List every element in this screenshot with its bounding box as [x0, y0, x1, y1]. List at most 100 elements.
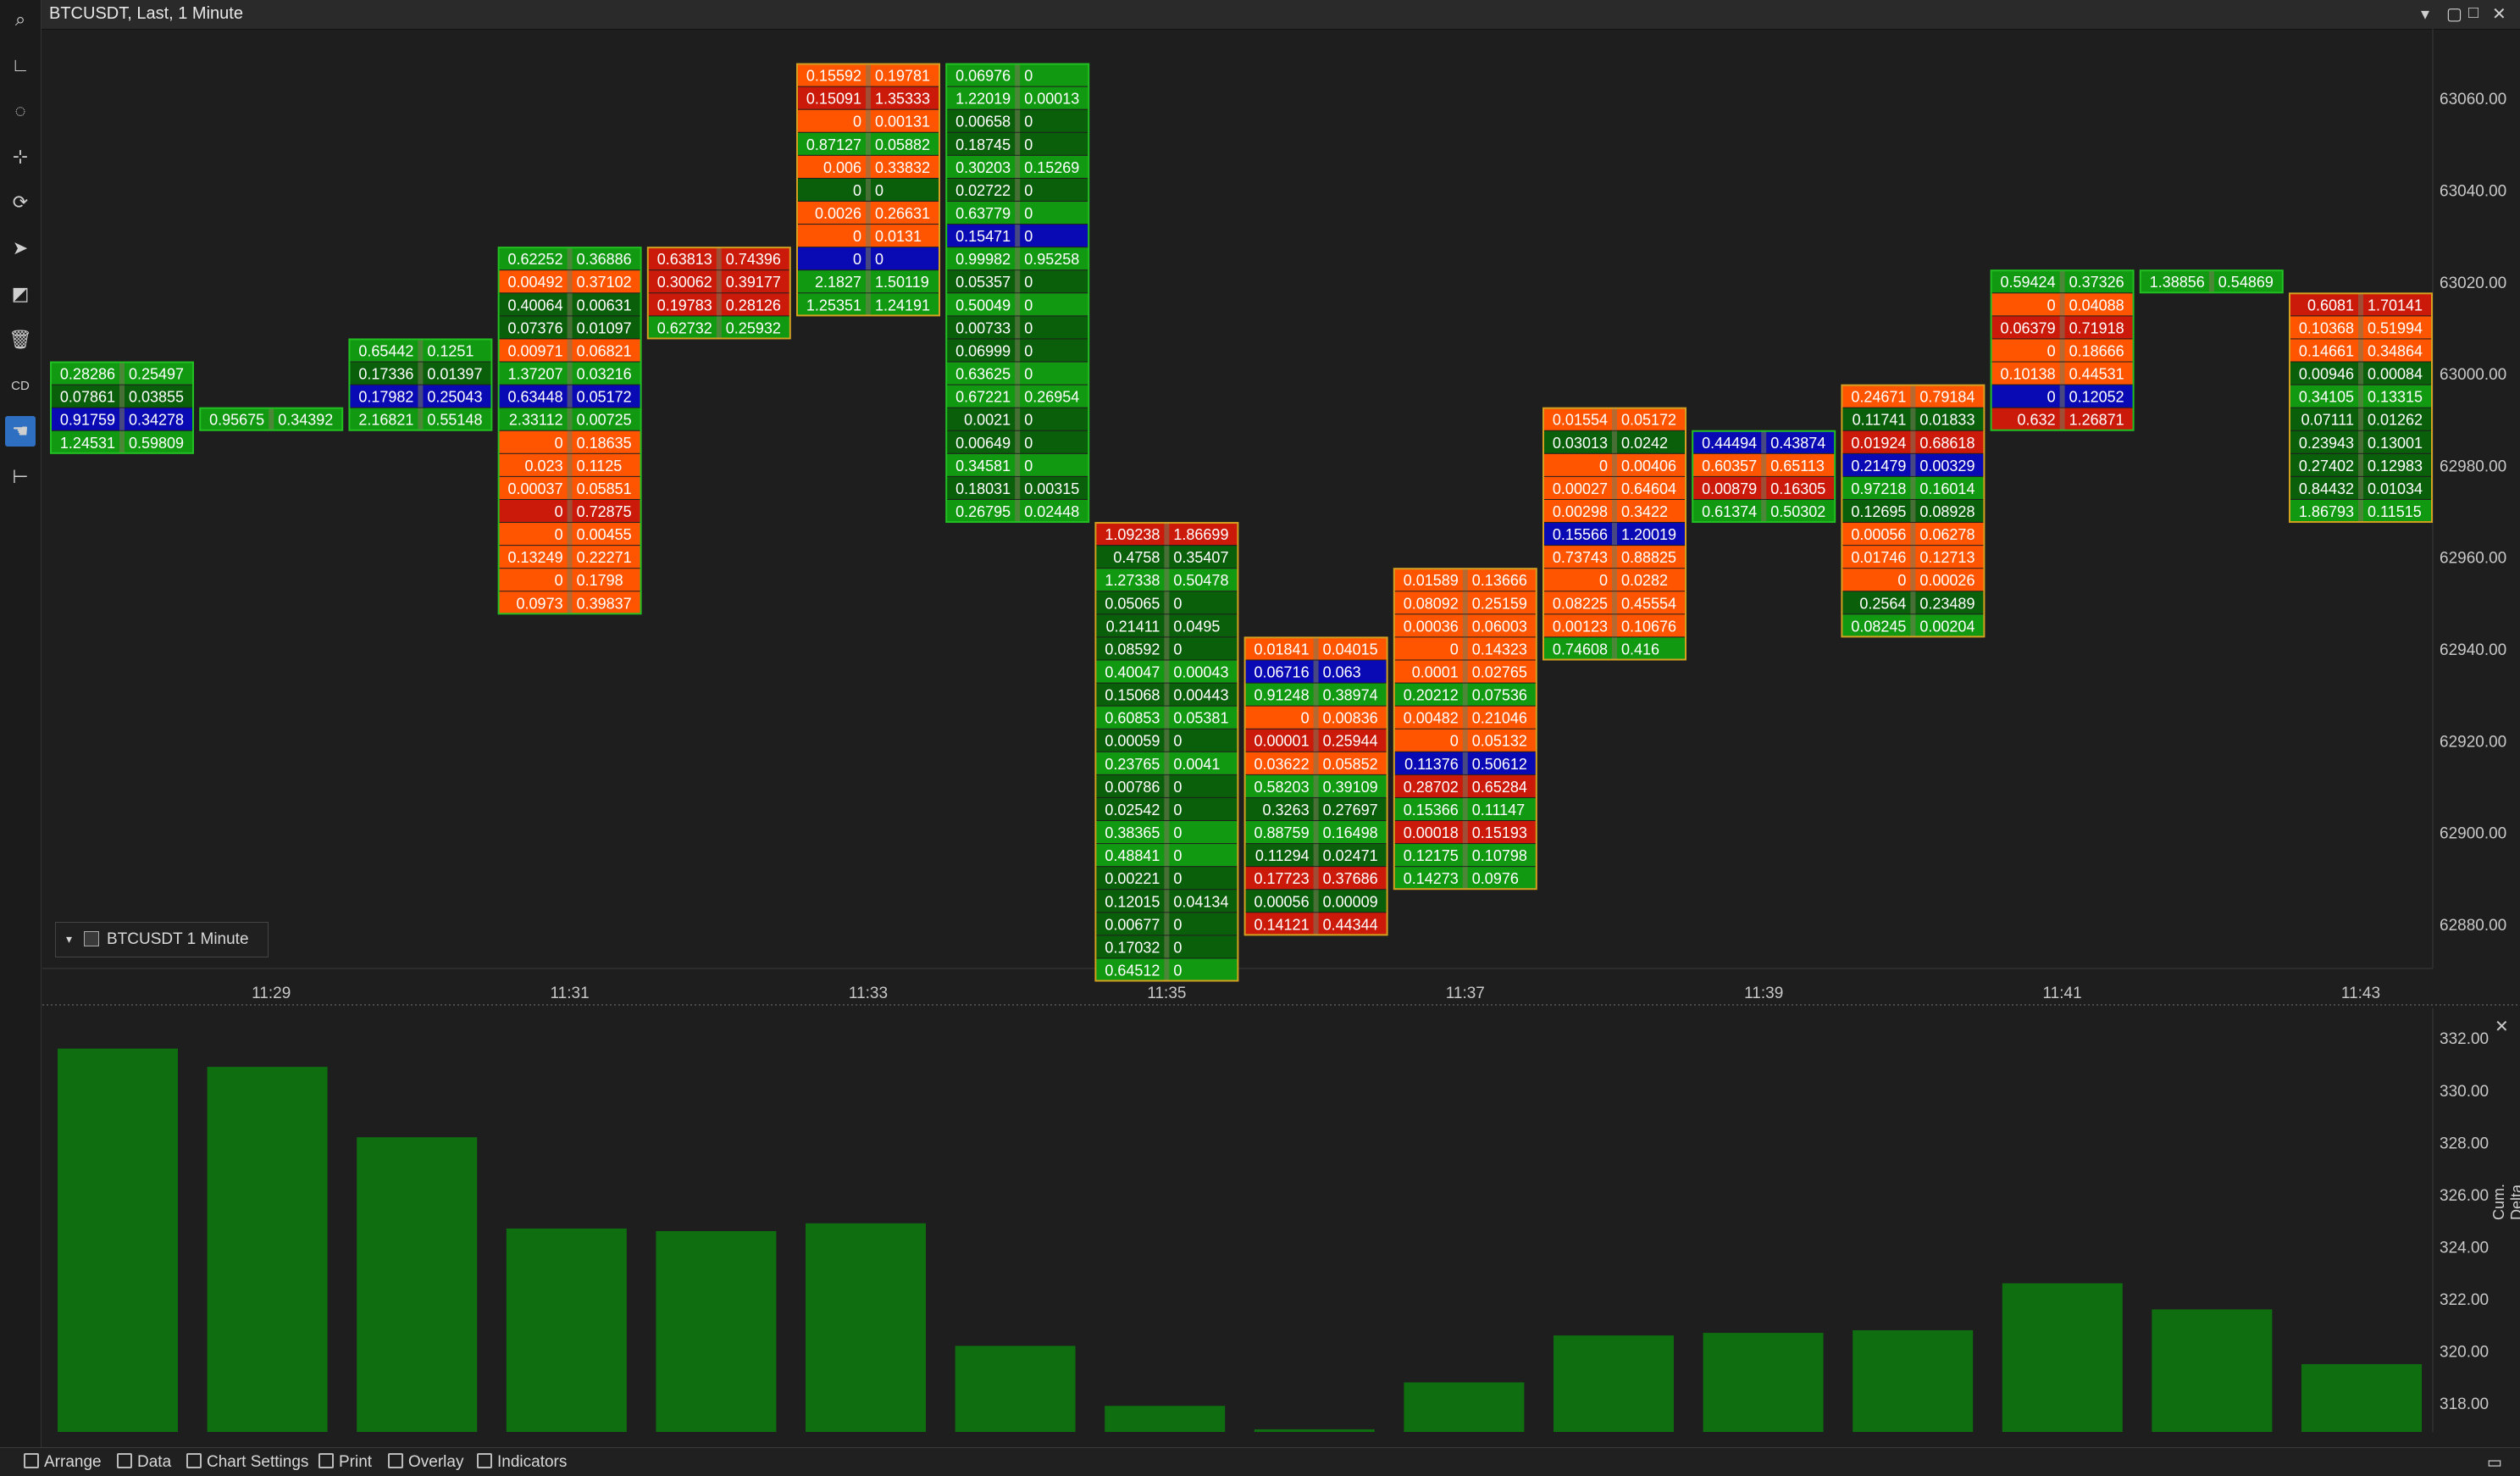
footprint-candle[interactable]: 1.09238 1.86699 0.4758 0.35407 1.27338 0.5047… [1094, 522, 1239, 982]
cell-divider [2358, 385, 2363, 408]
footprint-candle[interactable]: 0.01554 0.05172 0.03013 0.0242 0 0.00406 0.000… [1542, 407, 1686, 661]
crosshair-icon[interactable]: ⊹ [12, 146, 29, 167]
bid-volume: 0.30062 [657, 274, 712, 291]
cell-divider [1164, 821, 1170, 844]
y-tick-label: 62880.00 [2440, 917, 2506, 935]
bid-volume: 0.00001 [1254, 733, 1310, 750]
footprint-candle[interactable]: 0.01589 0.13666 0.08092 0.25159 0.00036 0.060… [1393, 568, 1537, 891]
bid-volume: 0.44494 [1702, 435, 1757, 452]
cell-divider [1462, 821, 1468, 844]
x-tick-label: 11:29 [252, 985, 291, 1002]
cell-divider [1462, 797, 1468, 821]
footprint-candle[interactable]: 0.15592 0.19781 0.15091 1.35333 0 0.00131 0.87… [796, 63, 940, 317]
ask-volume: 0.79184 [1919, 389, 1974, 406]
footprint-candle[interactable]: 0.01841 0.04015 0.06716 0.063 0.91248 0.38974… [1243, 636, 1388, 936]
bid-volume: 0.91248 [1254, 687, 1310, 704]
cell-divider [1164, 890, 1170, 913]
dropdown-icon[interactable]: ▾ [2421, 5, 2430, 24]
series-legend[interactable]: ▾ BTCUSDT 1 Minute [55, 922, 269, 957]
footprint-candle[interactable]: 0.44494 0.43874 0.60357 0.65113 0.00879 0.163… [1692, 430, 1836, 524]
cell-divider [2059, 362, 2065, 385]
chart-style-icon[interactable]: ◩ [11, 283, 30, 304]
ask-volume: 0 [1024, 319, 1033, 336]
ask-volume: 0.06003 [1472, 618, 1527, 635]
ask-volume: 0.37102 [577, 274, 632, 291]
footprint-candle[interactable]: 0.95675 0.34392 [199, 407, 344, 431]
bid-volume: 0.00036 [1404, 618, 1459, 635]
ask-volume: 0.05852 [1323, 756, 1378, 773]
restore-icon[interactable]: ▢ [2446, 5, 2462, 24]
cell-divider [1015, 178, 1021, 201]
cell-divider [1761, 476, 1767, 499]
ask-volume: 0 [1024, 342, 1033, 359]
bid-volume: 0.06999 [955, 342, 1011, 359]
maximize-icon[interactable]: □ [2468, 3, 2479, 22]
bid-volume: 1.09238 [1105, 526, 1160, 543]
bid-volume: 0.0001 [1412, 664, 1459, 681]
ask-volume: 0.0131 [875, 228, 922, 245]
trash-icon[interactable]: 🗑 [8, 329, 32, 350]
legend-collapse-icon[interactable]: ▾ [66, 932, 73, 946]
footprint-candle[interactable]: 1.38856 0.54869 [2139, 269, 2284, 294]
cell-divider [1164, 569, 1170, 591]
cell-divider [866, 64, 871, 86]
footprint-candle[interactable]: 0.24671 0.79184 0.11741 0.01833 0.01924 0.686… [1841, 384, 1986, 638]
footprint-candle[interactable]: 0.62252 0.36886 0.00492 0.37102 0.40064 0.006… [497, 247, 642, 615]
ruler-icon[interactable]: ∟ [11, 54, 30, 75]
bid-volume: 0 [2047, 342, 2056, 359]
bid-volume: 0.15566 [1553, 526, 1608, 543]
cum-delta-bar [1254, 1429, 1375, 1432]
candle-border [646, 247, 791, 340]
cell-divider [1015, 132, 1021, 155]
ask-volume: 0.26954 [1024, 389, 1079, 406]
bid-volume: 0.06379 [2001, 319, 2056, 336]
ask-volume: 0.26631 [875, 205, 930, 222]
indicators-button[interactable]: Indicators [477, 1453, 567, 1472]
hand-icon[interactable]: ☚ [5, 416, 36, 447]
cell-divider [1462, 569, 1468, 591]
pointer-icon[interactable]: ➤ [12, 237, 29, 258]
bid-volume: 2.33112 [509, 412, 563, 429]
close-pane-icon[interactable]: ✕ [2495, 1018, 2509, 1036]
cell-divider [1015, 339, 1021, 362]
bid-volume: 0.28702 [1404, 779, 1459, 796]
bid-volume: 0.63448 [508, 389, 563, 406]
bid-volume: 0 [555, 572, 563, 589]
bid-volume: 0 [555, 526, 563, 543]
cell-divider [1761, 453, 1767, 476]
bid-volume: 0.40047 [1105, 664, 1160, 681]
footprint-candle[interactable]: 0.63813 0.74396 0.30062 0.39177 0.19783 0.281… [646, 247, 791, 340]
cum-delta-bar [806, 1223, 926, 1432]
footprint-candle[interactable]: 0.28286 0.25497 0.07861 0.03855 0.91759 0.342… [50, 361, 194, 454]
footprint-candle[interactable]: 0.65442 0.1251 0.17336 0.01397 0.17982 0.2504… [348, 338, 493, 431]
footprint-candle[interactable]: 0.06976 0 1.22019 0.00013 0.00658 0 0.18745 0 0.… [945, 63, 1090, 524]
data-button[interactable]: Data [117, 1453, 171, 1472]
arrange-button[interactable]: Arrange [24, 1453, 102, 1472]
chart-settings-button[interactable]: Chart Settings [186, 1453, 308, 1472]
ask-volume: 0.00084 [2368, 366, 2423, 383]
refresh-icon[interactable]: ⟳ [12, 191, 29, 213]
footprint-chart[interactable]: 63060.00 63040.00 63020.00 63000.00 62980.00… [0, 0, 2520, 1017]
search-icon[interactable]: ⌕ [14, 8, 26, 30]
cell-divider [2358, 408, 2363, 430]
measure-icon[interactable]: ⊢ [12, 466, 29, 487]
ask-volume: 0 [1024, 435, 1033, 452]
legend-visibility-checkbox[interactable] [84, 931, 99, 946]
footprint-candle[interactable]: 0.59424 0.37326 0 0.04088 0.06379 0.71918 0 0.1… [1990, 269, 2135, 431]
cell-divider [567, 247, 573, 270]
overlay-button[interactable]: Overlay [388, 1453, 463, 1472]
cell-divider [1164, 752, 1170, 774]
mouse-icon[interactable]: ◌ [14, 100, 26, 121]
print-button[interactable]: Print [318, 1453, 372, 1472]
data-icon [117, 1453, 132, 1468]
drawing-toolbar: ⌕ ∟ ◌ ⊹ ⟳ ➤ ◩ 🗑 CD ☚ ⊢ [0, 0, 42, 1447]
bid-volume: 0.12175 [1404, 847, 1459, 864]
candle-border [1243, 636, 1388, 936]
cd-icon[interactable]: CD [11, 378, 30, 393]
panel-toggle-icon[interactable]: ▭ [2487, 1454, 2502, 1472]
footprint-candle[interactable]: 0.6081 1.70141 0.10368 0.51994 0.14661 0.3486… [2289, 292, 2433, 524]
indicators-label: Indicators [497, 1453, 568, 1471]
ask-volume: 0.06278 [1919, 526, 1974, 543]
close-icon[interactable]: ✕ [2492, 5, 2506, 24]
